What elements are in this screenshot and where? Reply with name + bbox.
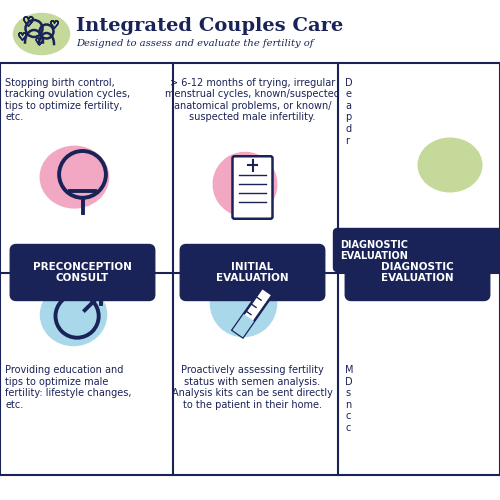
FancyBboxPatch shape xyxy=(334,228,500,272)
FancyBboxPatch shape xyxy=(232,156,272,219)
FancyBboxPatch shape xyxy=(180,244,325,300)
Polygon shape xyxy=(232,288,272,338)
Text: PRECONCEPTION
CONSULT: PRECONCEPTION CONSULT xyxy=(33,262,132,283)
Text: DIAGNOSTIC
EVALUATION: DIAGNOSTIC EVALUATION xyxy=(381,262,454,283)
Text: DIAGNOSTIC
EVALUATION: DIAGNOSTIC EVALUATION xyxy=(340,240,408,262)
Ellipse shape xyxy=(13,12,70,55)
Ellipse shape xyxy=(40,146,110,208)
Text: > 6-12 months of trying, irregular
menstrual cycles, known/suspected
anatomical : > 6-12 months of trying, irregular menst… xyxy=(165,78,340,122)
Text: Stopping birth control,
tracking ovulation cycles,
tips to optimize fertility,
e: Stopping birth control, tracking ovulati… xyxy=(5,78,130,122)
Text: D
e
a
p
d
r: D e a p d r xyxy=(345,78,352,146)
Text: Proactively assessing fertility
status with semen analysis.
Analysis kits can be: Proactively assessing fertility status w… xyxy=(172,365,333,410)
Polygon shape xyxy=(232,314,254,338)
FancyBboxPatch shape xyxy=(10,244,155,300)
Text: M
D
s
n
c
c: M D s n c c xyxy=(345,365,354,433)
Ellipse shape xyxy=(210,270,277,337)
Text: Designed to assess and evaluate the fertility of: Designed to assess and evaluate the fert… xyxy=(76,40,314,48)
Ellipse shape xyxy=(212,152,278,217)
Text: Providing education and
tips to optimize male
fertility: lifestyle changes,
etc.: Providing education and tips to optimize… xyxy=(5,365,132,410)
Ellipse shape xyxy=(40,283,108,346)
Text: INITIAL
EVALUATION: INITIAL EVALUATION xyxy=(216,262,289,283)
FancyBboxPatch shape xyxy=(345,244,490,300)
Ellipse shape xyxy=(418,138,482,192)
Text: Integrated Couples Care: Integrated Couples Care xyxy=(76,17,344,35)
